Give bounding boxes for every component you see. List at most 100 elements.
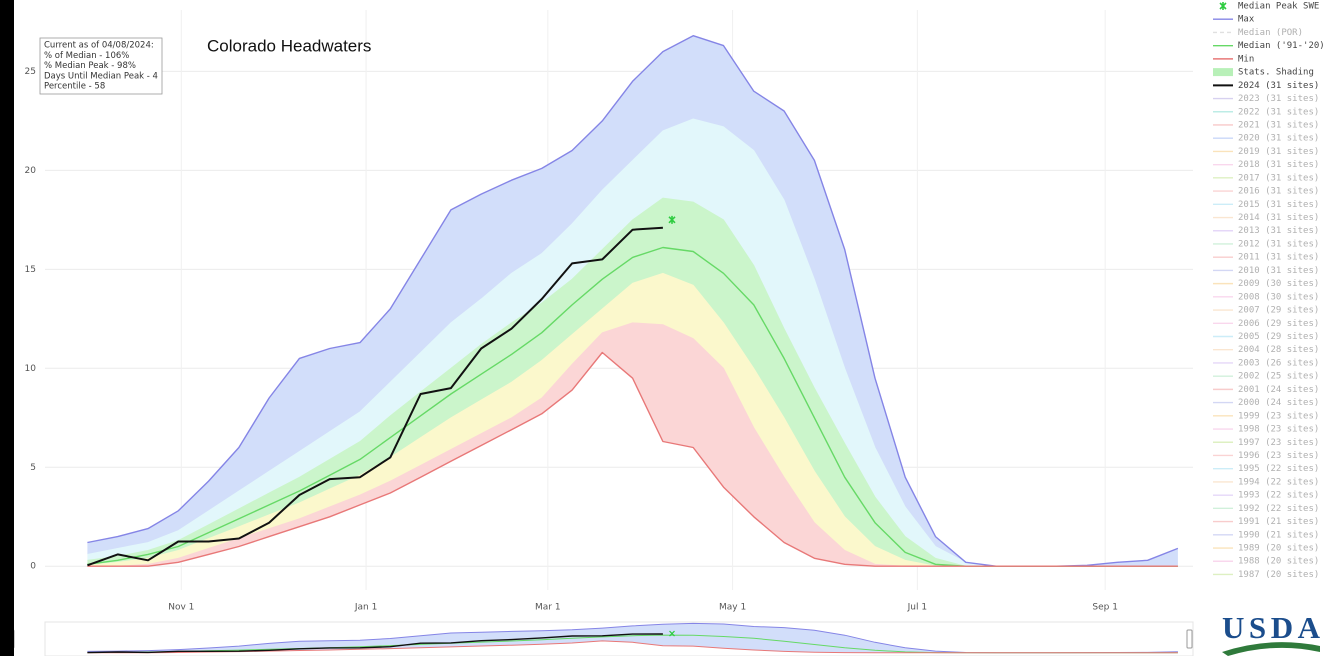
legend-symbol	[1219, 2, 1227, 10]
legend-item[interactable]: 2009 (30 sites)	[1213, 279, 1319, 289]
legend-label: 2004 (28 sites)	[1238, 345, 1319, 355]
x-tick-label: Jul 1	[907, 603, 927, 613]
legend-item[interactable]: 1993 (22 sites)	[1213, 491, 1319, 501]
legend-item[interactable]: 2006 (29 sites)	[1213, 319, 1319, 329]
stats-shading-band	[87, 198, 1178, 567]
range-handle[interactable]	[1186, 629, 1193, 649]
stats-shading-band	[87, 35, 1178, 567]
legend-label: 2011 (31 sites)	[1238, 253, 1319, 263]
legend-item[interactable]: 2002 (25 sites)	[1213, 372, 1319, 382]
legend-item[interactable]: 2000 (24 sites)	[1213, 398, 1319, 408]
legend-item[interactable]: 1996 (23 sites)	[1213, 451, 1319, 461]
legend-item[interactable]: Stats. Shading	[1213, 68, 1314, 78]
legend-label: 1996 (23 sites)	[1238, 451, 1319, 461]
stats-shading-band	[87, 273, 1178, 567]
legend-label: 1995 (22 sites)	[1238, 464, 1319, 474]
legend-label: 2015 (31 sites)	[1238, 200, 1319, 210]
legend-item[interactable]: Median (POR)	[1213, 28, 1303, 38]
legend-item[interactable]: 1997 (23 sites)	[1213, 438, 1319, 448]
legend-label: 2018 (31 sites)	[1238, 160, 1319, 170]
legend-label: 1993 (22 sites)	[1238, 491, 1319, 501]
legend-label: 1988 (20 sites)	[1238, 557, 1319, 567]
x-tick-label: Sep 1	[1092, 603, 1118, 613]
legend-label: 2000 (24 sites)	[1238, 398, 1319, 408]
legend-item[interactable]: Max	[1213, 15, 1255, 25]
legend-item[interactable]: 2016 (31 sites)	[1213, 187, 1319, 197]
legend-label: 2010 (31 sites)	[1238, 266, 1319, 276]
mini-line	[87, 633, 663, 654]
legend-item[interactable]: 2010 (31 sites)	[1213, 266, 1319, 276]
mini-median-peak	[669, 630, 675, 637]
legend-item[interactable]: 2015 (31 sites)	[1213, 200, 1319, 210]
legend-label: 2003 (26 sites)	[1238, 358, 1319, 368]
legend-item[interactable]: 1989 (20 sites)	[1213, 544, 1319, 554]
legend-item[interactable]: Median Peak SWE	[1219, 2, 1319, 12]
mini-line	[87, 640, 1178, 654]
usda-logo: USDA	[1222, 610, 1321, 656]
legend-item[interactable]: 2014 (31 sites)	[1213, 213, 1319, 223]
y-tick-label: 20	[25, 166, 37, 176]
legend-label: Median (POR)	[1238, 28, 1303, 38]
legend-label: 2006 (29 sites)	[1238, 319, 1319, 329]
legend-symbol	[1213, 68, 1233, 77]
legend-item[interactable]: 2019 (31 sites)	[1213, 147, 1319, 157]
legend-item[interactable]: 2005 (29 sites)	[1213, 332, 1319, 342]
legend-item[interactable]: 2023 (31 sites)	[1213, 94, 1319, 104]
annotation-frame	[39, 37, 163, 95]
legend-label: 1990 (21 sites)	[1238, 530, 1319, 540]
legend-item[interactable]: 2011 (31 sites)	[1213, 253, 1319, 263]
legend-label: Min	[1238, 54, 1254, 64]
legend-item[interactable]: 1990 (21 sites)	[1213, 530, 1319, 540]
annotation-line: % of Median - 106%	[44, 51, 129, 61]
legend-label: 1999 (23 sites)	[1238, 411, 1319, 421]
legend-label: Median Peak SWE	[1238, 2, 1319, 12]
series-line	[87, 351, 1178, 567]
legend-item[interactable]: 2001 (24 sites)	[1213, 385, 1319, 395]
legend-item[interactable]: 2007 (29 sites)	[1213, 306, 1319, 316]
legend-label: 1989 (20 sites)	[1238, 544, 1319, 554]
stats-shading-band	[87, 322, 1178, 567]
legend-item[interactable]: 1998 (23 sites)	[1213, 425, 1319, 435]
range-slider[interactable]	[44, 621, 1194, 656]
plot-area: 0 5 10 15 20 25 Nov 1 Jan 1 Mar 1 May 1 Jul 1 Sep 1	[25, 10, 1193, 613]
stats-shading-band	[87, 118, 1178, 567]
legend-label: 2001 (24 sites)	[1238, 385, 1319, 395]
legend-item[interactable]: 2008 (30 sites)	[1213, 292, 1319, 302]
legend-item[interactable]: 2021 (31 sites)	[1213, 120, 1319, 130]
legend-item[interactable]: 1995 (22 sites)	[1213, 464, 1319, 474]
legend-item[interactable]: 2024 (31 sites)	[1213, 81, 1319, 91]
legend-item[interactable]: 2020 (31 sites)	[1213, 134, 1319, 144]
legend-label: 2005 (29 sites)	[1238, 332, 1319, 342]
legend-item[interactable]: 1992 (22 sites)	[1213, 504, 1319, 514]
legend-item[interactable]: Median ('91-'20)	[1213, 41, 1325, 51]
x-tick-label: May 1	[719, 603, 746, 613]
legend-item[interactable]: 1987 (20 sites)	[1213, 570, 1319, 580]
legend[interactable]: Median Peak SWE Max Median (POR) Median ('9…	[1213, 2, 1325, 580]
legend-label: 1991 (21 sites)	[1238, 517, 1319, 527]
mini-shading	[87, 623, 1178, 653]
legend-item[interactable]: 2004 (28 sites)	[1213, 345, 1319, 355]
legend-item[interactable]: 2018 (31 sites)	[1213, 160, 1319, 170]
legend-label: 2014 (31 sites)	[1238, 213, 1319, 223]
legend-item[interactable]: 1988 (20 sites)	[1213, 557, 1319, 567]
legend-item[interactable]: 1991 (21 sites)	[1213, 517, 1319, 527]
legend-item[interactable]: 2012 (31 sites)	[1213, 239, 1319, 249]
legend-item[interactable]: 2017 (31 sites)	[1213, 173, 1319, 183]
legend-item[interactable]: 1994 (22 sites)	[1213, 477, 1319, 487]
y-tick-label: 5	[30, 463, 36, 473]
legend-label: 2021 (31 sites)	[1238, 120, 1319, 130]
annotation-line: Percentile - 58	[44, 82, 105, 92]
legend-label: 2007 (29 sites)	[1238, 306, 1319, 316]
legend-label: 2019 (31 sites)	[1238, 147, 1319, 157]
legend-item[interactable]: 1999 (23 sites)	[1213, 411, 1319, 421]
legend-item[interactable]: 2003 (26 sites)	[1213, 358, 1319, 368]
legend-item[interactable]: Min	[1213, 54, 1254, 64]
legend-label: 2022 (31 sites)	[1238, 107, 1319, 117]
series-line	[87, 226, 663, 567]
legend-label: Max	[1238, 15, 1255, 25]
annotation-line: % Median Peak - 98%	[44, 61, 136, 71]
legend-item[interactable]: 2022 (31 sites)	[1213, 107, 1319, 117]
x-tick-label: Jan 1	[354, 603, 377, 613]
legend-item[interactable]: 2013 (31 sites)	[1213, 226, 1319, 236]
